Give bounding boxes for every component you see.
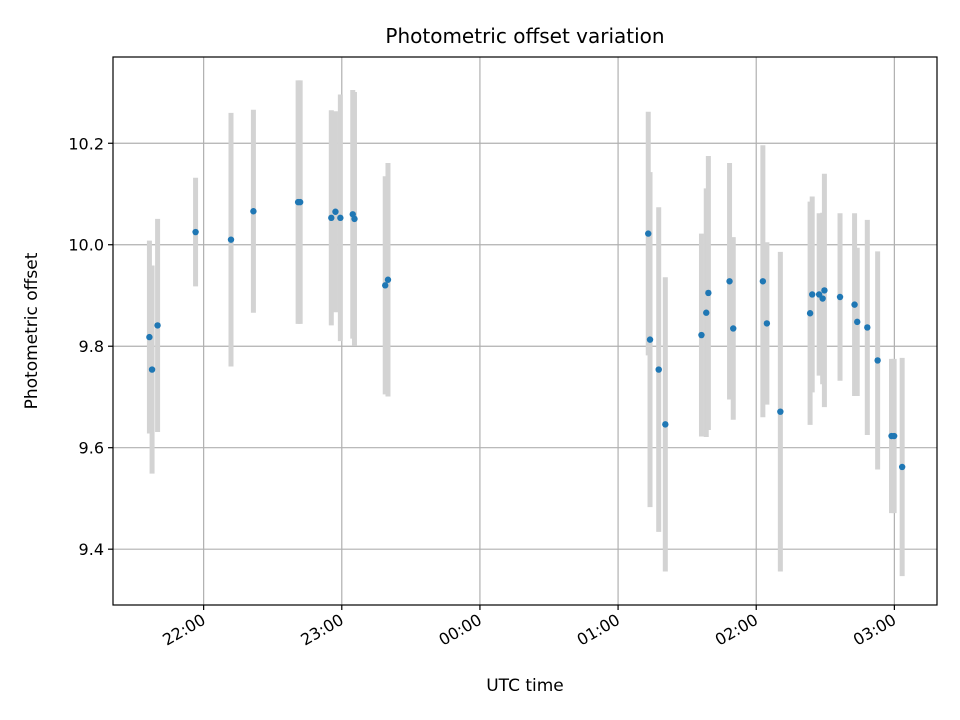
data-point [759,278,767,285]
data-point [384,276,392,283]
y-axis: 9.4 9.6 9.8 10.0 10.2 [68,134,113,559]
data-point [250,208,257,215]
y-tick-label: 10.2 [68,134,104,153]
data-point [148,366,156,373]
data-point [763,320,771,327]
data-point [655,366,662,373]
data-point [864,324,871,331]
data-point [705,289,712,297]
data-point [703,309,710,316]
data-point [854,318,861,326]
data-point [645,230,652,237]
data-point [809,291,816,298]
data-point [296,198,304,206]
data-point [337,214,344,222]
data-point [898,463,906,471]
data-point [146,333,153,341]
data-point [646,336,654,343]
data-point [777,408,784,415]
chart-title: Photometric offset variation [385,24,664,48]
plot-area [113,57,937,605]
data-point [836,293,844,301]
data-point [890,432,898,440]
data-point [730,325,737,332]
data-point [192,228,199,236]
data-point [851,301,858,308]
data-point [726,278,733,285]
data-point [874,357,881,364]
data-point [227,236,235,243]
data-point [332,208,339,215]
x-axis-label: UTC time [486,676,564,696]
plot-frame [112,56,938,606]
data-point [698,331,705,339]
grid-lines [113,57,937,605]
data-point [328,214,335,222]
data-point [806,310,814,317]
y-tick-label: 9.8 [79,337,104,356]
data-point [821,287,828,294]
y-tick-label: 9.6 [79,439,104,458]
data-point [662,421,669,428]
data-point [819,295,826,302]
data-point [154,322,161,329]
data-point [382,282,389,289]
y-tick-label: 10.0 [68,236,104,255]
data-point [351,215,358,223]
y-tick-label: 9.4 [79,540,104,559]
y-axis-label: Photometric offset [22,252,42,409]
data-points [146,198,906,471]
